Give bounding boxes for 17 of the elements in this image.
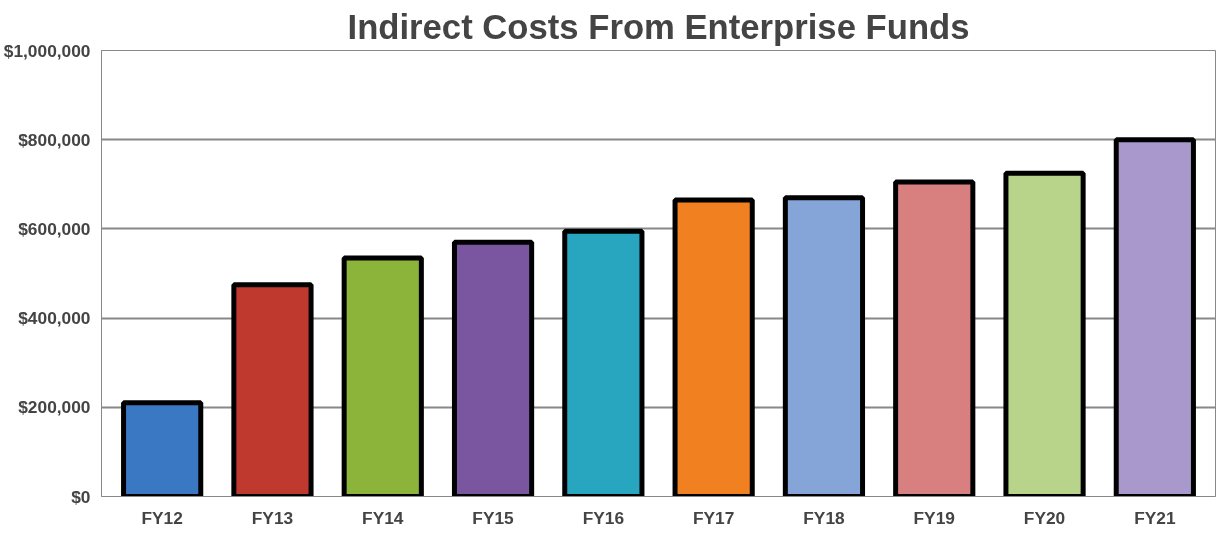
y-tick-label: $1,000,000 xyxy=(3,40,91,61)
y-tick-label: $200,000 xyxy=(18,397,91,418)
x-tick-label: FY13 xyxy=(251,507,294,528)
x-tick-label: FY17 xyxy=(692,507,735,528)
x-tick-label: FY15 xyxy=(472,507,515,528)
y-tick-label: $800,000 xyxy=(18,129,91,150)
x-tick-label: FY12 xyxy=(141,507,183,528)
x-tick-label: FY16 xyxy=(582,507,625,528)
y-tick-label: $400,000 xyxy=(18,308,91,329)
y-tick-label: $600,000 xyxy=(18,218,91,239)
x-tick-label: FY19 xyxy=(913,507,955,528)
x-tick-label: FY21 xyxy=(1134,507,1176,528)
x-tick-label: FY14 xyxy=(362,507,404,528)
y-tick-label: $0 xyxy=(71,486,91,507)
x-tick-label: FY18 xyxy=(803,507,846,528)
chart-title: Indirect Costs From Enterprise Funds xyxy=(347,7,970,46)
x-tick-label: FY20 xyxy=(1023,507,1066,528)
